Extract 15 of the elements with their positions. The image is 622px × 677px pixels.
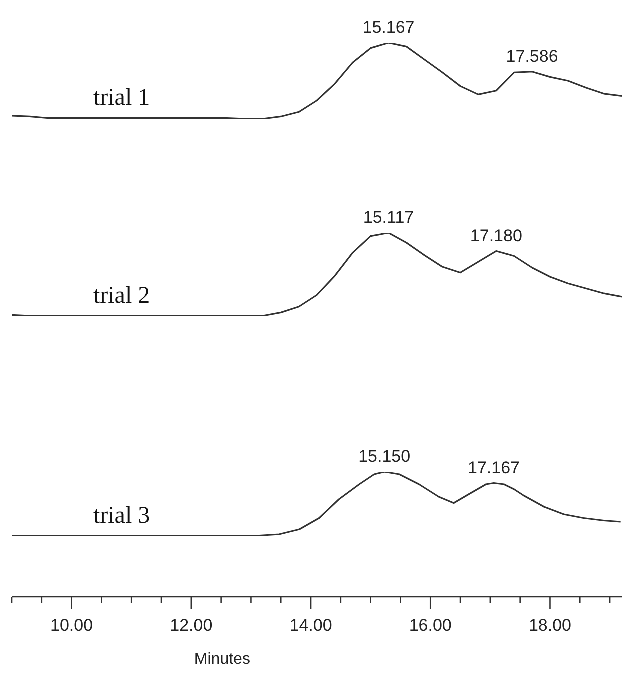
annotation: 17.180 xyxy=(470,226,522,246)
series-label: trial 1 xyxy=(93,85,150,112)
annotation: 15.117 xyxy=(363,208,414,227)
annotation: 17.586 xyxy=(506,46,558,66)
series-label: trial 2 xyxy=(93,283,150,310)
x-tick-label: 12.00 xyxy=(170,616,213,635)
series-label: trial 3 xyxy=(93,503,150,530)
annotation: 15.150 xyxy=(358,447,411,466)
x-tick-label: 10.00 xyxy=(50,616,94,635)
x-tick-label: 16.00 xyxy=(409,616,452,635)
annotation: 17.167 xyxy=(468,458,520,478)
x-axis-title: Minutes xyxy=(194,651,250,669)
annotation: 15.167 xyxy=(362,18,415,37)
x-tick-label: 14.00 xyxy=(290,616,332,635)
x-tick-label: 18.00 xyxy=(528,616,572,635)
